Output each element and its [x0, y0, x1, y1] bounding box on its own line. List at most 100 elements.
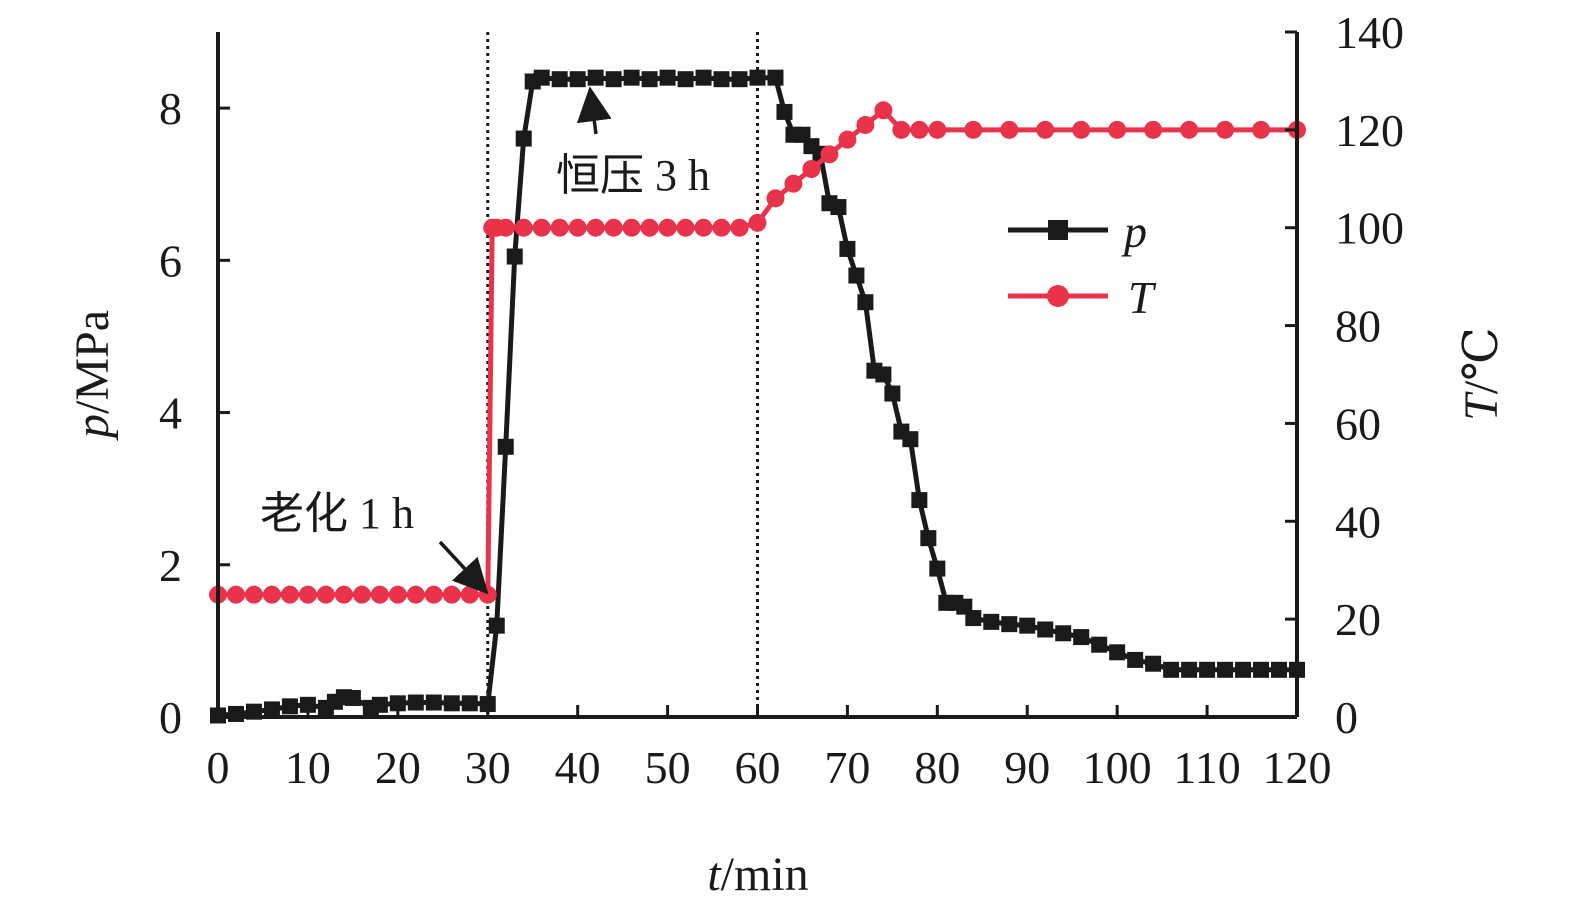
right-y-axis-unit: /℃ — [1455, 327, 1508, 394]
series-p-point — [443, 695, 460, 712]
legend-p-label: p — [1121, 206, 1147, 257]
series-p-point — [1199, 661, 1216, 678]
series-p-point — [695, 69, 712, 86]
legend-entry-T: T — [1008, 272, 1157, 323]
series-T-point — [442, 585, 461, 604]
series-p-point — [929, 560, 946, 577]
right-y-tick-label: 120 — [1335, 105, 1404, 156]
right-y-tick-label: 20 — [1335, 594, 1381, 645]
series-T-point — [784, 174, 803, 193]
x-tick-label: 20 — [375, 742, 421, 793]
series-p-point — [1217, 661, 1234, 678]
series-p-point — [920, 530, 937, 547]
series-T-point — [1072, 120, 1091, 139]
series-p-point — [830, 199, 847, 216]
constant-pressure-annotation: 恒压 3 h — [556, 151, 710, 200]
series-T-point — [766, 189, 785, 208]
series-T-point — [748, 213, 767, 232]
series-p-point — [587, 69, 604, 86]
series-p-point — [848, 267, 865, 284]
series-group — [209, 69, 1306, 724]
series-T-point — [496, 218, 515, 237]
series-T-point — [1144, 120, 1163, 139]
series-T-point — [406, 585, 425, 604]
series-p-point — [659, 69, 676, 86]
series-T-point — [838, 130, 857, 149]
series-p-point — [1073, 629, 1090, 646]
series-T-point — [514, 218, 533, 237]
series-p-point — [641, 71, 658, 88]
series-p-point — [551, 71, 568, 88]
series-p-point — [875, 366, 892, 383]
series-p-point — [1163, 661, 1180, 678]
series-p-point — [839, 240, 856, 257]
x-tick-label: 120 — [1263, 742, 1332, 793]
series-p-point — [713, 71, 730, 88]
series-p-point — [371, 696, 388, 713]
series-p-point — [1181, 661, 1198, 678]
series-T-point — [820, 145, 839, 164]
series-T-point — [262, 585, 281, 604]
right-y-tick-label: 0 — [1335, 692, 1358, 743]
right-y-tick-label: 140 — [1335, 7, 1404, 58]
series-p-point — [1001, 616, 1018, 633]
x-tick-label: 80 — [914, 742, 960, 793]
series-p-point — [1091, 636, 1108, 653]
x-tick-label: 60 — [735, 742, 781, 793]
right-y-tick-label: 40 — [1335, 496, 1381, 547]
right-y-axis-ticks: 0 20 40 60 80 100 120 140 — [1285, 7, 1404, 743]
series-p-point — [623, 69, 640, 86]
series-p-point — [776, 103, 793, 120]
series-T-point — [424, 585, 443, 604]
series-p-point — [227, 705, 244, 722]
series-p-point — [425, 694, 442, 711]
series-T-point — [694, 218, 713, 237]
series-p-point — [479, 696, 496, 713]
series-p-point — [506, 248, 523, 265]
series-T-point — [1252, 120, 1271, 139]
x-axis-ticks: 0 10 20 30 40 50 60 70 80 90 100 110 120 — [207, 705, 1332, 793]
right-y-tick-label: 80 — [1335, 301, 1381, 352]
annotations: 老化 1 h 恒压 3 h — [260, 86, 710, 595]
x-tick-label: 90 — [1004, 742, 1050, 793]
series-p-point — [1019, 617, 1036, 634]
series-T — [209, 101, 1306, 604]
aging-annotation: 老化 1 h — [260, 489, 414, 538]
series-T-point — [1000, 120, 1019, 139]
left-y-axis-ticks: 0 2 4 6 8 — [159, 83, 230, 743]
series-T-point — [568, 218, 587, 237]
left-y-tick-label: 2 — [159, 540, 182, 591]
series-p-point — [1109, 644, 1126, 661]
series-T-point — [712, 218, 731, 237]
series-p-point — [605, 71, 622, 88]
series-p-point — [407, 694, 424, 711]
series-p-point — [1145, 655, 1162, 672]
series-T-point — [244, 585, 263, 604]
series-T-point — [892, 120, 911, 139]
series-T-point — [1036, 120, 1055, 139]
series-T-point — [334, 585, 353, 604]
x-tick-label: 30 — [465, 742, 511, 793]
legend: p T — [1008, 206, 1157, 323]
series-T-point — [460, 585, 479, 604]
series-p-point — [281, 698, 298, 715]
series-T-point — [730, 218, 749, 237]
left-y-tick-label: 4 — [159, 388, 182, 439]
series-p-point — [1235, 661, 1252, 678]
x-tick-label: 110 — [1173, 742, 1240, 793]
series-p-point — [344, 689, 361, 706]
series-p — [210, 69, 1305, 724]
series-T-point — [226, 585, 245, 604]
series-p-point — [911, 492, 928, 509]
series-p-point — [497, 438, 514, 455]
series-T-point — [964, 120, 983, 139]
series-T-point — [1216, 120, 1235, 139]
x-tick-label: 70 — [824, 742, 870, 793]
series-T-point — [280, 585, 299, 604]
series-T-point — [352, 585, 371, 604]
series-p-point — [857, 294, 874, 311]
x-axis-var: t — [707, 848, 722, 901]
x-axis-label: t/min — [707, 848, 808, 901]
right-y-axis-label: T/℃ — [1455, 327, 1508, 421]
